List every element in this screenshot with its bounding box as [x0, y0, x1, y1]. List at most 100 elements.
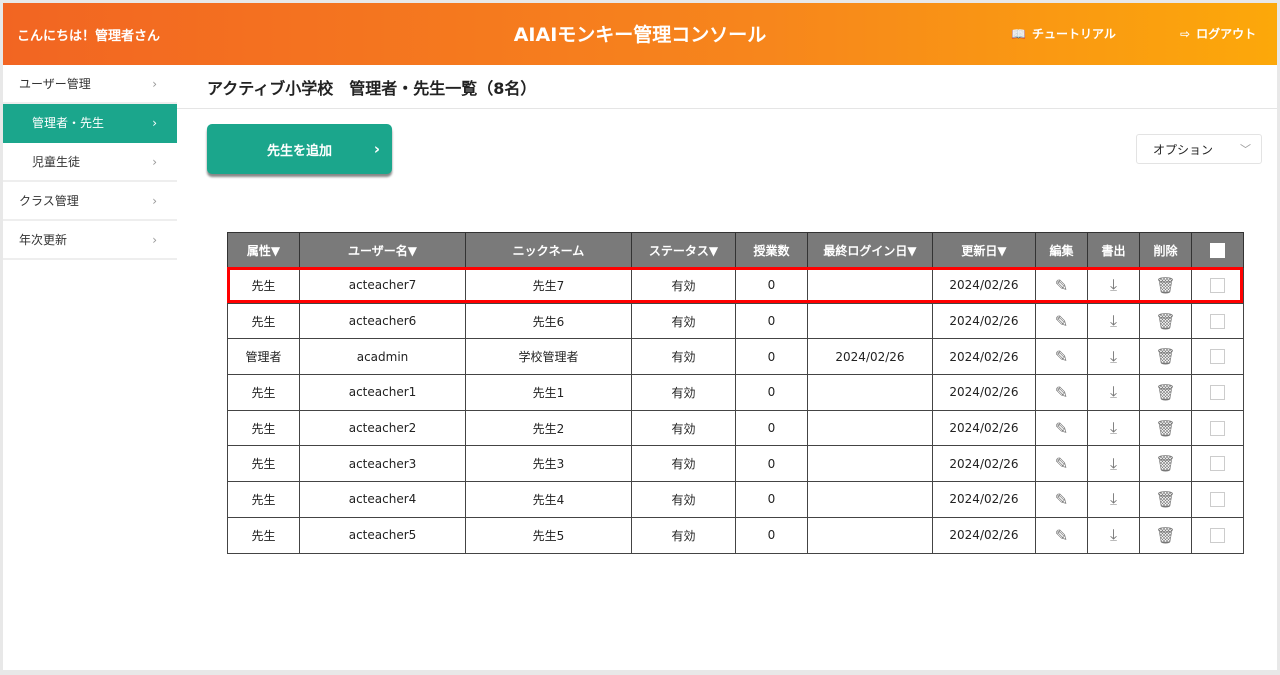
options-dropdown[interactable]: オプション ﹀	[1136, 134, 1262, 164]
app-window: こんにちは！管理者さん AIAIモンキー管理コンソール 📖 チュートリアル ⇨ …	[3, 3, 1277, 670]
delete-trash-icon[interactable]: 🗑	[1155, 382, 1176, 402]
sidebar-item-students[interactable]: 児童生徒 ›	[3, 143, 177, 182]
column-header-sort-updated[interactable]: 更新日▼	[932, 232, 1036, 268]
tutorial-link[interactable]: 📖 チュートリアル	[1011, 25, 1116, 42]
sidebar-item-annual-update[interactable]: 年次更新 ›	[3, 221, 177, 260]
delete-trash-icon[interactable]: 🗑	[1155, 525, 1176, 545]
delete-trash-icon[interactable]: 🗑	[1155, 275, 1176, 295]
delete-button[interactable]: 🗑	[1139, 481, 1192, 518]
row-checkbox[interactable]	[1210, 349, 1225, 365]
export-button[interactable]: ⤓	[1087, 338, 1140, 376]
edit-pencil-icon[interactable]: ✎	[1054, 311, 1069, 331]
edit-pencil-icon[interactable]: ✎	[1054, 347, 1069, 367]
column-header-sort-username[interactable]: ユーザー名▼	[299, 232, 466, 268]
table-row: 先生 acteacher6 先生6 有効 0 2024/02/26 ✎ ⤓ 🗑	[227, 302, 1244, 340]
column-header-sort-attribute[interactable]: 属性▼	[227, 232, 300, 268]
export-download-icon[interactable]: ⤓	[1109, 346, 1118, 366]
cell-last-login	[807, 409, 933, 447]
export-button[interactable]: ⤓	[1087, 516, 1140, 554]
add-teacher-button[interactable]: 先生を追加 ›	[207, 124, 392, 174]
row-checkbox[interactable]	[1210, 313, 1225, 329]
tutorial-label: チュートリアル	[1031, 27, 1116, 41]
delete-button[interactable]: 🗑	[1139, 374, 1192, 411]
delete-button[interactable]: 🗑	[1139, 302, 1192, 340]
row-select-cell[interactable]	[1191, 302, 1244, 340]
cell-updated-date: 2024/02/26	[932, 338, 1036, 376]
row-select-cell[interactable]	[1191, 445, 1244, 483]
header: こんにちは！管理者さん AIAIモンキー管理コンソール 📖 チュートリアル ⇨ …	[3, 3, 1277, 65]
row-select-cell[interactable]	[1191, 481, 1244, 518]
delete-button[interactable]: 🗑	[1139, 267, 1192, 304]
delete-trash-icon[interactable]: 🗑	[1155, 454, 1176, 474]
delete-trash-icon[interactable]: 🗑	[1155, 347, 1176, 367]
delete-trash-icon[interactable]: 🗑	[1155, 418, 1176, 438]
delete-button[interactable]: 🗑	[1139, 516, 1192, 554]
edit-button[interactable]: ✎	[1035, 516, 1088, 554]
column-header-nickname: ニックネーム	[465, 232, 632, 268]
column-header-delete: 削除	[1139, 232, 1192, 268]
cell-lesson-count: 0	[735, 409, 808, 447]
edit-pencil-icon[interactable]: ✎	[1054, 489, 1069, 509]
export-button[interactable]: ⤓	[1087, 445, 1140, 483]
app-title: AIAIモンキー管理コンソール	[513, 24, 767, 46]
cell-last-login	[807, 302, 933, 340]
export-download-icon[interactable]: ⤓	[1109, 418, 1118, 438]
select-all-checkbox-header[interactable]	[1191, 232, 1244, 268]
delete-button[interactable]: 🗑	[1139, 338, 1192, 376]
edit-button[interactable]: ✎	[1035, 374, 1088, 411]
export-download-icon[interactable]: ⤓	[1109, 489, 1118, 509]
sidebar-item-user-management[interactable]: ユーザー管理 ›	[3, 65, 177, 104]
edit-button[interactable]: ✎	[1035, 302, 1088, 340]
edit-pencil-icon[interactable]: ✎	[1054, 418, 1069, 438]
edit-pencil-icon[interactable]: ✎	[1054, 454, 1069, 474]
export-download-icon[interactable]: ⤓	[1109, 275, 1118, 295]
row-checkbox[interactable]	[1210, 491, 1225, 507]
export-download-icon[interactable]: ⤓	[1109, 311, 1118, 331]
row-checkbox[interactable]	[1210, 456, 1225, 472]
edit-button[interactable]: ✎	[1035, 481, 1088, 518]
add-teacher-label: 先生を追加	[266, 143, 332, 159]
edit-button[interactable]: ✎	[1035, 409, 1088, 447]
delete-trash-icon[interactable]: 🗑	[1155, 311, 1176, 331]
export-button[interactable]: ⤓	[1087, 409, 1140, 447]
edit-button[interactable]: ✎	[1035, 338, 1088, 376]
select-all-checkbox[interactable]	[1210, 242, 1225, 258]
edit-button[interactable]: ✎	[1035, 445, 1088, 483]
row-select-cell[interactable]	[1191, 516, 1244, 554]
cell-lesson-count: 0	[735, 516, 808, 554]
row-checkbox[interactable]	[1210, 527, 1225, 543]
export-download-icon[interactable]: ⤓	[1109, 525, 1118, 545]
export-download-icon[interactable]: ⤓	[1109, 382, 1118, 402]
delete-trash-icon[interactable]: 🗑	[1155, 489, 1176, 509]
cell-status: 有効	[631, 409, 736, 447]
delete-button[interactable]: 🗑	[1139, 445, 1192, 483]
logout-icon: ⇨	[1180, 26, 1191, 41]
sidebar-item-label: 管理者・先生	[32, 116, 105, 130]
export-download-icon[interactable]: ⤓	[1109, 453, 1118, 473]
row-select-cell[interactable]	[1191, 409, 1244, 447]
logout-label: ログアウト	[1196, 27, 1257, 41]
row-checkbox[interactable]	[1210, 384, 1225, 400]
edit-pencil-icon[interactable]: ✎	[1054, 525, 1069, 545]
export-button[interactable]: ⤓	[1087, 267, 1140, 304]
column-header-sort-last-login[interactable]: 最終ログイン日▼	[807, 232, 933, 268]
delete-button[interactable]: 🗑	[1139, 409, 1192, 447]
export-button[interactable]: ⤓	[1087, 481, 1140, 518]
row-checkbox[interactable]	[1210, 277, 1225, 293]
logout-link[interactable]: ⇨ ログアウト	[1180, 25, 1256, 42]
row-select-cell[interactable]	[1191, 374, 1244, 411]
row-select-cell[interactable]	[1191, 338, 1244, 376]
column-header-sort-status[interactable]: ステータス▼	[631, 232, 736, 268]
edit-pencil-icon[interactable]: ✎	[1054, 382, 1069, 402]
export-button[interactable]: ⤓	[1087, 374, 1140, 411]
edit-button[interactable]: ✎	[1035, 267, 1088, 304]
row-select-cell[interactable]	[1191, 267, 1244, 304]
row-checkbox[interactable]	[1210, 420, 1225, 436]
cell-lesson-count: 0	[735, 374, 808, 411]
cell-last-login	[807, 481, 933, 518]
sidebar-item-admins-teachers[interactable]: 管理者・先生 ›	[3, 104, 177, 143]
sidebar-item-class-management[interactable]: クラス管理 ›	[3, 182, 177, 221]
export-button[interactable]: ⤓	[1087, 302, 1140, 340]
edit-pencil-icon[interactable]: ✎	[1054, 275, 1069, 295]
cell-last-login	[807, 374, 933, 411]
